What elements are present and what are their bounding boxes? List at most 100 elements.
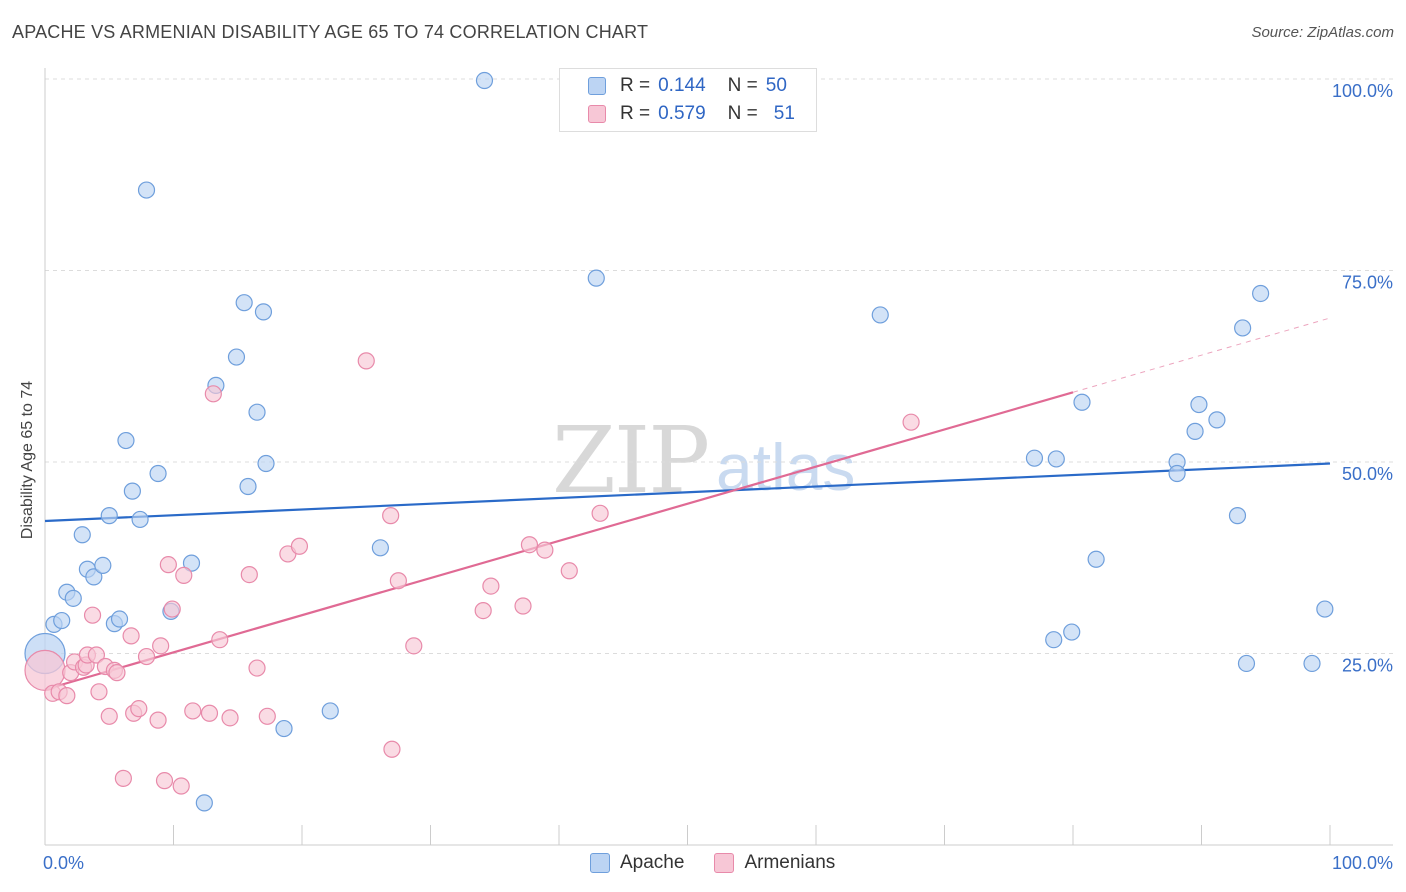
data-point-armenians (902, 413, 920, 431)
data-point-apache (131, 510, 149, 529)
data-point-apache (1237, 654, 1256, 673)
data-point-armenians (482, 577, 500, 595)
data-point-apache (1073, 393, 1091, 411)
x-tick-label: 100.0% (1332, 853, 1393, 873)
data-point-armenians (184, 702, 202, 720)
data-point-armenians (204, 385, 222, 403)
legend-r-label: R = (620, 75, 651, 96)
chart-title: APACHE VS ARMENIAN DISABILITY AGE 65 TO … (12, 22, 649, 42)
data-point-apache (117, 431, 135, 450)
data-point-armenians (108, 664, 126, 682)
legend-r-value: 0.579 (658, 103, 706, 124)
data-point-armenians (389, 572, 407, 590)
data-point-armenians (211, 631, 229, 649)
series-label-armenians: Armenians (744, 852, 836, 873)
legend-swatch-apache (588, 77, 606, 95)
data-point-armenians (382, 507, 400, 525)
data-point-apache (1168, 464, 1186, 483)
data-point-armenians (290, 537, 309, 555)
data-point-apache (182, 554, 201, 572)
data-point-armenians (536, 541, 554, 559)
correlation-legend: R = 0.144 N = 50 R = 0.579 N = 51 (559, 68, 817, 132)
data-point-apache (64, 589, 82, 607)
y-tick-label: 50.0% (1342, 464, 1393, 484)
trend-line-apache (44, 462, 1331, 523)
legend-row-apache: R = 0.144 N = 50 (588, 74, 787, 98)
legend-swatch-armenians (588, 105, 606, 123)
data-point-armenians (383, 740, 401, 758)
series-legend-apache: Apache (590, 852, 684, 874)
data-point-armenians (155, 772, 174, 790)
data-point-armenians (114, 769, 132, 787)
legend-r-label: R = (620, 103, 651, 124)
data-point-apache (239, 477, 257, 496)
data-point-apache (73, 526, 91, 544)
data-point-apache (110, 610, 129, 628)
data-point-armenians (560, 562, 578, 580)
legend-row-armenians: R = 0.579 N = 51 (588, 102, 795, 126)
data-point-armenians (175, 566, 193, 584)
data-point-apache (195, 794, 213, 812)
data-point-apache (254, 303, 273, 321)
data-point-armenians (172, 777, 190, 795)
data-point-armenians (137, 647, 156, 666)
data-point-apache (475, 71, 494, 90)
series-swatch-armenians (714, 853, 735, 873)
data-point-apache (1186, 422, 1204, 440)
data-point-apache (248, 403, 266, 421)
data-point-apache (1047, 450, 1065, 468)
data-point-apache (137, 181, 156, 199)
data-point-armenians (357, 352, 375, 370)
data-point-apache (123, 482, 141, 500)
legend-n-label: N = (727, 103, 758, 124)
data-points (24, 71, 1334, 812)
data-point-armenians (591, 504, 609, 522)
data-point-apache (149, 464, 167, 483)
series-legend: Apache Armenians (590, 852, 865, 874)
legend-n-value: 51 (773, 103, 795, 124)
data-point-apache (1316, 600, 1334, 618)
data-point-armenians (58, 687, 76, 705)
data-point-armenians (122, 627, 140, 645)
data-point-armenians (221, 709, 239, 727)
data-point-armenians (163, 600, 181, 618)
data-point-apache (1252, 284, 1270, 303)
axes (44, 68, 1393, 846)
data-point-apache (1234, 319, 1252, 337)
data-point-armenians (90, 683, 108, 701)
data-point-armenians (149, 711, 167, 729)
data-point-apache (1228, 507, 1247, 525)
chart-source: Source: ZipAtlas.com (1251, 24, 1394, 41)
x-tick-label: 0.0% (43, 853, 84, 873)
data-point-armenians (87, 646, 106, 664)
data-point-armenians (159, 556, 177, 574)
watermark-atlas: atlas (716, 430, 855, 504)
data-point-armenians (200, 704, 219, 722)
data-point-apache (53, 611, 71, 630)
data-point-apache (85, 568, 103, 586)
data-point-apache (235, 294, 253, 312)
data-point-apache (1208, 411, 1226, 429)
data-point-apache (100, 507, 118, 525)
legend-n-value: 50 (765, 75, 787, 96)
series-legend-armenians: Armenians (714, 852, 835, 874)
data-point-apache (1063, 623, 1081, 641)
data-point-armenians (83, 606, 102, 624)
series-swatch-apache (590, 853, 610, 873)
data-point-apache (227, 348, 246, 366)
data-point-armenians (130, 700, 148, 718)
legend-n-label: N = (727, 75, 758, 96)
data-point-apache (1087, 550, 1105, 568)
data-point-apache (371, 539, 389, 557)
trend-line-armenians-extension (1072, 317, 1331, 393)
tick-labels: 25.0% 50.0% 75.0% 100.0% 0.0% 100.0% (43, 81, 1393, 873)
data-point-armenians (474, 602, 492, 620)
data-point-armenians (405, 637, 423, 655)
data-point-armenians (258, 707, 276, 725)
data-point-armenians (514, 597, 532, 615)
y-tick-label: 25.0% (1342, 656, 1393, 676)
data-point-armenians (248, 659, 266, 677)
data-point-apache (1190, 395, 1208, 414)
data-point-apache (1045, 631, 1063, 649)
